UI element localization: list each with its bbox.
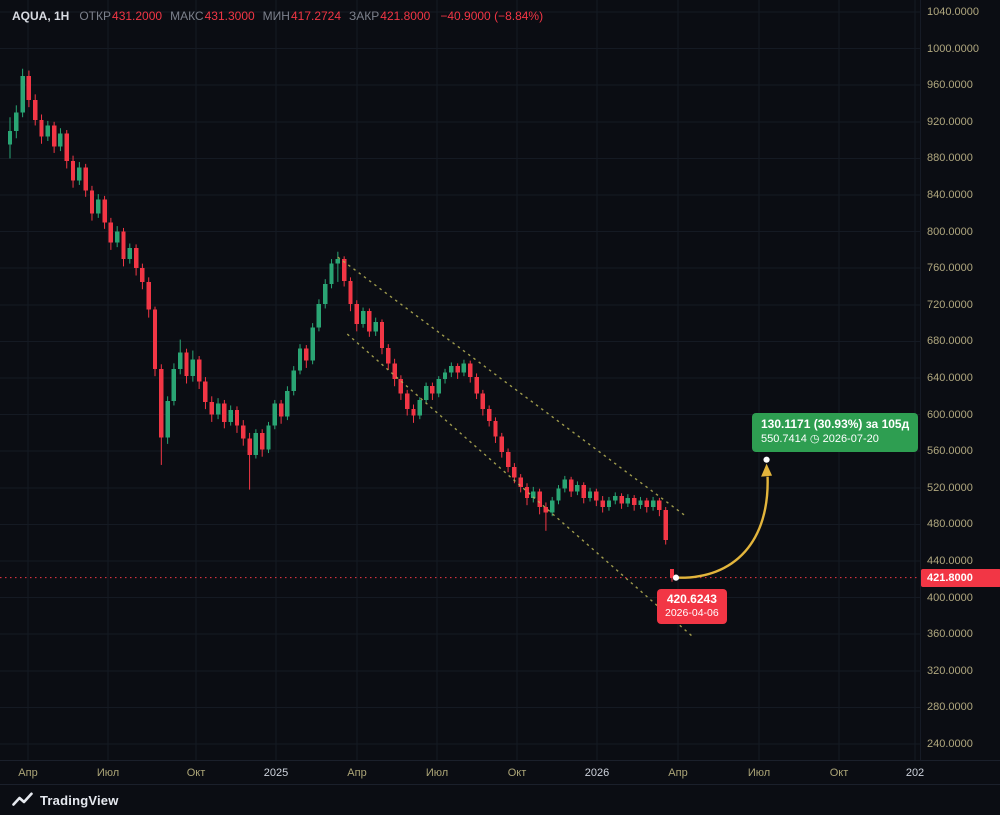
time-axis-label: Окт bbox=[829, 767, 849, 779]
legend-open: ОТКР431.2000 bbox=[79, 9, 162, 23]
open-label: ОТКР bbox=[79, 9, 112, 23]
price-axis-label: 320.0000 bbox=[927, 664, 973, 677]
price-axis-label: 600.0000 bbox=[927, 408, 973, 421]
low-value: 417.2724 bbox=[290, 9, 342, 23]
legend-close: ЗАКР421.8000 bbox=[349, 9, 430, 23]
symbol-legend: AQUA, 1Н ОТКР431.2000 МАКС431.3000 МИН417.2… bbox=[12, 9, 543, 23]
price-axis-label: 840.0000 bbox=[927, 189, 973, 201]
time-axis[interactable]: Апр Июл Окт 2025 Апр Июл Окт 2026 Апр Июл Окт 202 bbox=[0, 760, 1000, 784]
close-value: 421.8000 bbox=[380, 9, 431, 23]
tradingview-logo[interactable]: TradingView bbox=[12, 792, 119, 808]
legend-low: МИН417.2724 bbox=[263, 9, 341, 23]
symbol-title[interactable]: AQUA, 1Н bbox=[12, 9, 70, 23]
tradingview-logo-icon bbox=[12, 792, 33, 806]
price-axis-label: 920.0000 bbox=[927, 115, 973, 128]
price-axis-label: 480.0000 bbox=[927, 518, 973, 531]
time-axis-label: Окт bbox=[507, 767, 527, 779]
time-axis-label: Июл bbox=[747, 767, 771, 779]
price-axis-label: 640.0000 bbox=[927, 372, 973, 384]
price-axis-label: 720.0000 bbox=[927, 298, 973, 311]
price-axis-label: 240.0000 bbox=[927, 738, 973, 750]
price-axis-label: 560.0000 bbox=[927, 445, 973, 458]
close-label: ЗАКР bbox=[349, 9, 380, 23]
low-label: МИН bbox=[262, 9, 290, 23]
price-axis-label: 1000.0000 bbox=[927, 42, 979, 55]
time-axis-label: Июл bbox=[96, 767, 120, 779]
price-axis-label: 440.0000 bbox=[927, 555, 973, 567]
footer: TradingView bbox=[0, 784, 1000, 815]
tradingview-brand-text: TradingView bbox=[40, 792, 119, 808]
time-axis-label: 2025 bbox=[263, 767, 289, 779]
price-axis-label: 680.0000 bbox=[927, 335, 973, 348]
low-date-text: 2026-04-06 bbox=[665, 607, 719, 619]
legend-high: МАКС431.3000 bbox=[170, 9, 255, 23]
last-price-tag: 421.8000 bbox=[921, 568, 1000, 587]
price-axis-label: 360.0000 bbox=[927, 628, 973, 641]
projection-change-text: 130.1171 (30.93%) за 105д bbox=[761, 417, 910, 431]
projection-label[interactable]: 130.1171 (30.93%) за 105д 550.7414 ◷ 202… bbox=[752, 413, 919, 452]
candlestick-chart-canvas[interactable] bbox=[0, 0, 920, 760]
price-axis-label: 280.0000 bbox=[927, 701, 973, 714]
time-axis-label: Окт bbox=[186, 767, 206, 779]
time-axis-label: Апр bbox=[347, 767, 367, 779]
price-axis-label: 400.0000 bbox=[927, 591, 973, 604]
change-value: −40.9000 (−8.84%) bbox=[440, 9, 544, 23]
open-value: 431.2000 bbox=[112, 9, 163, 23]
price-axis-label: 520.0000 bbox=[927, 481, 973, 494]
price-axis-label: 1040.0000 bbox=[927, 6, 979, 18]
time-axis-label: 2026 bbox=[584, 767, 610, 779]
time-axis-label: Июл bbox=[425, 767, 449, 779]
high-value: 431.3000 bbox=[204, 9, 255, 23]
price-axis-label: 880.0000 bbox=[927, 152, 973, 165]
price-axis-label: 760.0000 bbox=[927, 262, 973, 275]
projection-target-text: 550.7414 ◷ 2026-07-20 bbox=[761, 433, 879, 445]
time-axis-label: Апр bbox=[18, 767, 38, 779]
low-point-label[interactable]: 420.6243 2026-04-06 bbox=[657, 589, 727, 625]
price-axis-label: 960.0000 bbox=[927, 79, 973, 92]
high-label: МАКС bbox=[170, 9, 204, 23]
time-axis-label: Апр bbox=[668, 767, 688, 779]
low-price-text: 420.6243 bbox=[666, 592, 717, 606]
price-axis[interactable]: 421.8000 1040.0000 1000.0000 960.0000 920.0… bbox=[920, 0, 1000, 760]
time-axis-label: 202 bbox=[905, 767, 925, 779]
price-axis-label: 800.0000 bbox=[927, 225, 973, 238]
